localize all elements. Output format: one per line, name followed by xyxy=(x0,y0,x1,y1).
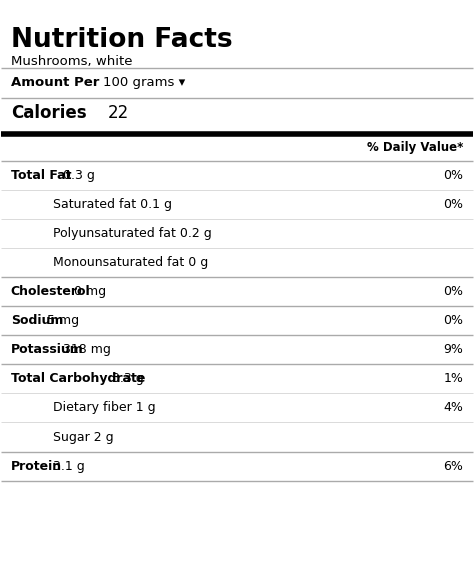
Text: 0%: 0% xyxy=(443,198,463,211)
Text: 100 grams ▾: 100 grams ▾ xyxy=(103,76,185,89)
Text: Dietary fiber 1 g: Dietary fiber 1 g xyxy=(53,401,156,414)
Text: Monounsaturated fat 0 g: Monounsaturated fat 0 g xyxy=(53,256,209,269)
Text: 1%: 1% xyxy=(443,373,463,386)
Text: 5 mg: 5 mg xyxy=(47,314,79,327)
Text: Saturated fat 0.1 g: Saturated fat 0.1 g xyxy=(53,198,172,211)
Text: 4%: 4% xyxy=(443,401,463,414)
Text: 318 mg: 318 mg xyxy=(64,343,111,356)
Text: Mushrooms, white: Mushrooms, white xyxy=(11,55,132,67)
Text: Protein: Protein xyxy=(11,460,62,473)
Text: 0.3 g: 0.3 g xyxy=(64,169,95,182)
Text: 6%: 6% xyxy=(443,460,463,473)
Text: Nutrition Facts: Nutrition Facts xyxy=(11,26,232,53)
Text: 0 mg: 0 mg xyxy=(74,285,106,298)
Text: Sugar 2 g: Sugar 2 g xyxy=(53,430,114,443)
Text: 22: 22 xyxy=(108,104,128,122)
Text: 0%: 0% xyxy=(443,314,463,327)
Text: % Daily Value*: % Daily Value* xyxy=(367,142,463,155)
Text: 0%: 0% xyxy=(443,285,463,298)
Text: Sodium: Sodium xyxy=(11,314,63,327)
Text: Potassium: Potassium xyxy=(11,343,83,356)
Text: 0%: 0% xyxy=(443,169,463,182)
Text: Total Fat: Total Fat xyxy=(11,169,71,182)
Text: Calories: Calories xyxy=(11,104,86,122)
Text: Cholesterol: Cholesterol xyxy=(11,285,91,298)
Text: 3.1 g: 3.1 g xyxy=(53,460,84,473)
Text: 9%: 9% xyxy=(443,343,463,356)
Text: Amount Per: Amount Per xyxy=(11,76,99,89)
Text: Polyunsaturated fat 0.2 g: Polyunsaturated fat 0.2 g xyxy=(53,227,212,240)
Text: 3.3 g: 3.3 g xyxy=(112,373,144,386)
Text: Total Carbohydrate: Total Carbohydrate xyxy=(11,373,145,386)
